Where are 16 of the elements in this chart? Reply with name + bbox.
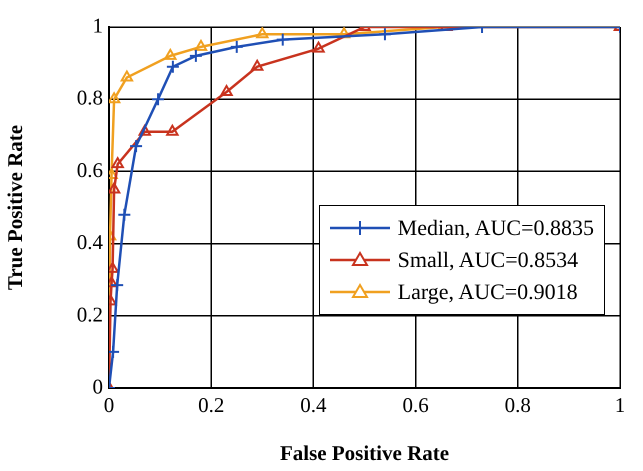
x-tick-label: 0.6	[402, 393, 429, 418]
x-tick-label: 0.8	[504, 393, 531, 418]
x-tick-label: 0.4	[300, 393, 328, 418]
y-axis-title: True Positive Rate	[3, 124, 28, 290]
y-tick-label: 0.6	[76, 158, 103, 182]
y-tick-label: 0	[92, 374, 103, 399]
y-tick-label: 1	[92, 14, 103, 38]
y-tick-label: 0.4	[76, 230, 104, 254]
x-axis-title: False Positive Rate	[280, 440, 450, 465]
x-tick-label: 0.2	[198, 393, 224, 418]
legend-label: Median, AUC=0.8835	[398, 215, 594, 241]
y-tick-label: 0.8	[76, 86, 103, 110]
legend-label: Large, AUC=0.9018	[398, 279, 578, 305]
legend-label: Small, AUC=0.8534	[398, 247, 578, 273]
y-tick-label: 0.2	[76, 302, 103, 326]
x-tick-label: 1	[614, 393, 626, 418]
